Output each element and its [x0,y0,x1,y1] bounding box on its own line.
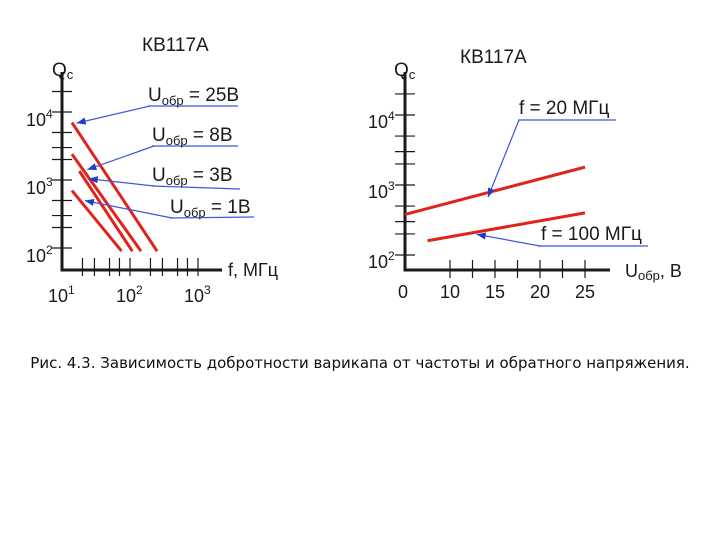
chart-right-axes [403,72,610,272]
series-line [427,211,586,243]
chart-right-x-minor-ticks [449,260,586,278]
series-label: Uобр = 25В [148,85,239,108]
y-tick-label: 103 [26,175,53,198]
x-tick-label: 103 [184,283,211,306]
series-leader-arrow [487,119,520,198]
series-leader-arrow-head [76,117,87,125]
series-line [404,165,586,216]
series-leader-arrow [476,233,541,247]
chart-right-leaders [476,119,648,247]
label-underline [151,185,241,190]
figure-caption: Рис. 4.3. Зависимость добротности варика… [30,354,690,372]
label-underline [169,216,255,219]
series-leader-arrow-head [87,163,98,170]
series-leader-arrow [87,145,155,171]
chart-left-title: КВ117А [142,35,209,56]
series-line [78,170,134,252]
y-tick-label: 103 [368,179,395,202]
chart-left-axes [60,72,222,272]
series-label: Uобр = 8В [152,125,233,148]
series-leader-arrow [84,200,173,219]
y-tick-label: 102 [26,243,53,266]
x-tick-label: 25 [575,282,595,302]
series-leader-arrow [88,178,155,187]
y-tick-label: 104 [368,109,395,132]
chart-right-title: КВ117А [460,47,527,68]
series-line [70,189,123,253]
series-line [70,153,143,252]
chart-right-series-labels: f = 20 МГц f = 100 МГц [519,98,642,245]
series-label: Uобр = 1В [170,197,251,220]
series-label: f = 100 МГц [541,224,642,245]
series-line [70,121,159,252]
series-leader-arrow-head [488,187,495,198]
chart-left-series-labels: Uобр = 25В Uобр = 8В Uобр = 3В Uобр = 1В [148,85,251,220]
series-label: f = 20 МГц [519,98,609,119]
x-tick-label: 10 [440,282,460,302]
chart-left-y-tick-labels: 102 103 104 [26,107,53,266]
chart-left-y-minor-ticks [52,90,72,249]
x-tick-label: 0 [398,282,408,302]
chart-left-xlabel: f, МГц [228,260,278,280]
chart-left-leaders [76,105,255,219]
series-leader-arrow-head [88,176,99,184]
chart-right-x-tick-labels: 0 10 15 20 25 [398,282,595,302]
chart-right-y-minor-ticks [395,93,415,256]
x-tick-label: 15 [485,282,505,302]
chart-right-xlabel: Uобр, В [625,261,682,283]
chart-right-series [404,165,586,243]
y-tick-label: 104 [26,107,53,130]
chart-left-x-minor-ticks [81,258,199,276]
series-label: Uобр = 3В [152,165,233,188]
y-tick-label: 102 [368,249,395,272]
x-tick-label: 20 [530,282,550,302]
chart-left-series [70,121,159,253]
chart-left-x-tick-labels: 101 102 103 [48,283,211,306]
series-leader-arrow-head [476,232,487,240]
chart-right-y-tick-labels: 102 103 104 [368,109,395,272]
x-tick-label: 102 [116,283,143,306]
series-leader-arrow-head [84,198,95,206]
series-leader-arrow [76,105,151,124]
x-tick-label: 101 [48,283,75,306]
